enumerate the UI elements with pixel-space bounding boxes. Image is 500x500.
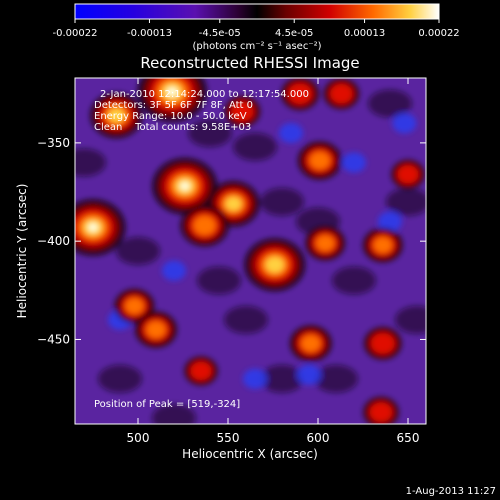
heatmap-peak <box>288 83 312 104</box>
heatmap-valley <box>197 266 241 295</box>
annotation-clean: Clean Total counts: 9.58E+03 <box>94 122 251 133</box>
colorbar-tick-label: -0.00013 <box>127 28 172 39</box>
x-tick-label: 650 <box>397 431 420 445</box>
heatmap-valley <box>98 364 142 393</box>
heatmap-peak <box>316 235 335 251</box>
heatmap-peak <box>108 108 125 123</box>
heatmap-negative-spot <box>378 211 402 232</box>
heatmap-peak <box>309 151 330 170</box>
colorbar-tick-label: -0.00022 <box>53 28 98 39</box>
y-tick-label: −450 <box>37 332 70 346</box>
heatmap-valley <box>75 148 106 177</box>
heatmap-peak <box>190 361 212 380</box>
colorbar-tick-label: -4.5e-05 <box>199 28 241 39</box>
heatmap-peak <box>179 181 190 191</box>
colorbar <box>74 3 440 20</box>
heatmap-negative-spot <box>162 260 186 281</box>
heatmap-peak <box>225 197 242 211</box>
heatmap-peak <box>146 321 166 338</box>
heatmap-negative-spot <box>279 123 303 144</box>
heatmap-peak <box>369 402 393 422</box>
heatmap-valley <box>332 266 376 295</box>
heatmap-valley <box>386 187 426 216</box>
y-tick-label: −400 <box>37 234 70 248</box>
heatmap-valley <box>188 119 232 148</box>
heatmap-valley <box>224 305 268 334</box>
x-tick-label: 600 <box>307 431 330 445</box>
heatmap-peak <box>88 223 98 232</box>
heatmap-valley <box>233 132 277 161</box>
footer-timestamp: 1-Aug-2013 11:27 <box>406 486 496 497</box>
annotation-energy: Energy Range: 10.0 - 50.0 keV <box>94 111 247 122</box>
heatmap-valley <box>260 364 304 393</box>
heatmap-area <box>75 78 426 424</box>
annotation-time-range: 2-Jan-2010 12:14:24.000 to 12:17:54.000 <box>100 89 309 100</box>
heatmap-negative-spot <box>297 364 321 385</box>
heatmap-negative-spot <box>243 368 267 389</box>
heatmap-peak <box>301 335 321 352</box>
colorbar-tick-label: 0.00022 <box>418 28 459 39</box>
heatmap-peak <box>125 298 144 314</box>
heatmap-peak <box>371 333 395 354</box>
heatmap-peak <box>330 84 353 104</box>
chart-title: Reconstructed RHESSI Image <box>140 54 359 72</box>
heatmap-peak <box>397 165 419 184</box>
plot-frame <box>74 77 427 425</box>
annotations: 2-Jan-2010 12:14:24.000 to 12:17:54.000 … <box>94 89 309 410</box>
colorbar-tick-label: 0.00013 <box>344 28 385 39</box>
heatmap-peak <box>167 87 178 97</box>
heatmap-valley <box>314 364 358 393</box>
colorbar-ticks: -0.00022 -0.00013 -4.5e-05 4.5e-05 0.00013 0.… <box>53 19 460 39</box>
axis-ticks: 500 550 600 650 −350 −400 −450 <box>37 78 426 445</box>
y-axis-label: Heliocentric Y (arcsec) <box>15 184 29 319</box>
x-axis-label: Heliocentric X (arcsec) <box>182 447 318 461</box>
heatmap-valley <box>260 187 304 216</box>
heatmap-valley <box>368 89 412 118</box>
y-tick-label: −350 <box>37 136 70 150</box>
heatmap-negative-spot <box>342 152 366 173</box>
colorbar-unit-label: (photons cm⁻² s⁻¹ asec⁻²) <box>192 41 321 52</box>
heatmap-negative-spot <box>392 113 417 134</box>
heatmap-peak <box>193 216 216 235</box>
annotation-detectors: Detectors: 3F 5F 6F 7F 8F, Att 0 <box>94 100 253 111</box>
heatmap-blobs <box>75 78 426 424</box>
heatmap-valley <box>116 237 160 265</box>
heatmap-valley <box>395 305 426 334</box>
heatmap-valley <box>152 404 196 424</box>
colorbar-tick-label: 4.5e-05 <box>275 28 313 39</box>
heatmap-peak <box>265 256 284 273</box>
heatmap-peak <box>373 237 392 253</box>
heatmap-peak <box>231 101 254 122</box>
x-tick-label: 500 <box>127 431 150 445</box>
x-tick-label: 550 <box>217 431 240 445</box>
annotation-peak: Position of Peak = [519,-324] <box>94 399 240 410</box>
